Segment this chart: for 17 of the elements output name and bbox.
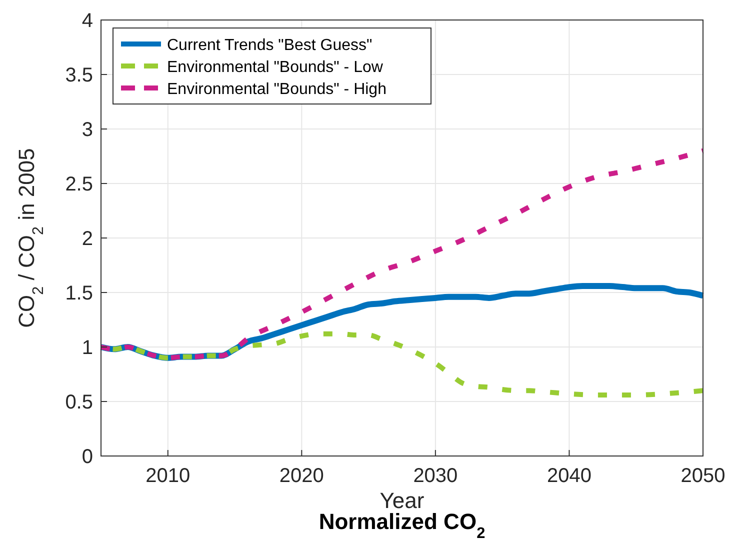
y-tick-label: 0 (82, 446, 93, 468)
x-tick-label: 2030 (413, 465, 458, 487)
y-tick-label: 0.5 (65, 392, 93, 414)
x-tick-label: 2010 (146, 465, 190, 487)
x-tick-label: 2040 (546, 465, 592, 487)
y-tick-label: 3.5 (65, 64, 93, 86)
x-tick-label: 2050 (680, 465, 726, 487)
legend-label: Current Trends "Best Guess" (167, 37, 372, 54)
legend-label: Environmental "Bounds" - High (167, 81, 386, 98)
y-tick-label: 2 (82, 228, 93, 250)
y-tick-label: 1.5 (65, 282, 93, 304)
y-tick-label: 3 (82, 119, 93, 141)
y-tick-label: 2.5 (65, 174, 93, 196)
legend-label: Environmental "Bounds" - Low (167, 59, 384, 76)
y-tick-label: 1 (82, 337, 93, 359)
y-tick-label: 4 (82, 10, 93, 32)
x-tick-label: 2020 (279, 465, 324, 487)
